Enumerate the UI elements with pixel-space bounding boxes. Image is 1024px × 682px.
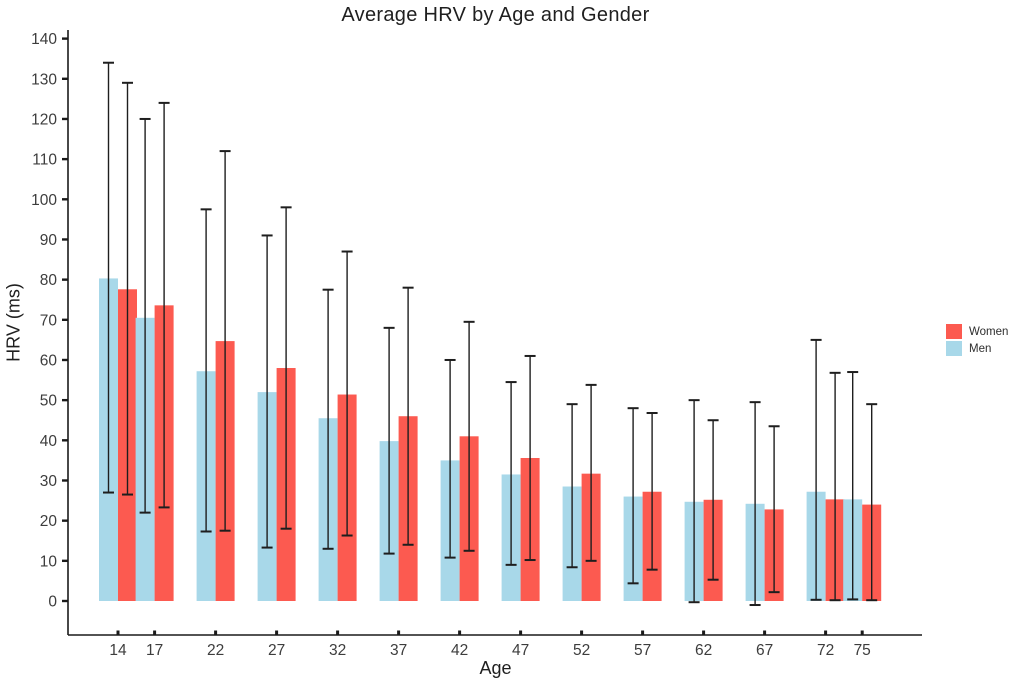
x-tick-label-14: 14: [109, 642, 127, 659]
x-axis-label: Age: [479, 658, 512, 678]
x-tick-label-32: 32: [329, 642, 346, 659]
x-tick-label-52: 52: [573, 642, 590, 659]
y-tick-label-90: 90: [40, 232, 58, 249]
y-tick-label-20: 20: [40, 513, 58, 530]
y-tick-label-10: 10: [40, 553, 58, 570]
legend-label-men: Men: [969, 342, 992, 355]
x-tick-label-62: 62: [695, 642, 712, 659]
y-tick-label-80: 80: [40, 272, 58, 289]
y-tick-label-30: 30: [40, 473, 58, 490]
legend-swatch-women-icon: [946, 324, 962, 339]
y-axis-label: HRV (ms): [3, 283, 24, 362]
legend-item-men: Men: [946, 341, 1008, 356]
x-tick-label-27: 27: [268, 642, 285, 659]
x-tick-label-75: 75: [854, 642, 871, 659]
x-tick-label-57: 57: [634, 642, 651, 659]
x-tick-label-37: 37: [390, 642, 407, 659]
y-tick-label-60: 60: [40, 352, 58, 369]
y-tick-label-110: 110: [32, 152, 57, 169]
y-tick-label-40: 40: [40, 433, 58, 450]
chart-title: Average HRV by Age and Gender: [341, 4, 650, 26]
y-tick-label-0: 0: [48, 594, 57, 611]
legend-item-women: Women: [946, 324, 1008, 339]
y-tick-label-70: 70: [40, 312, 58, 329]
x-tick-label-22: 22: [207, 642, 224, 659]
y-tick-label-140: 140: [31, 31, 57, 48]
y-tick-label-120: 120: [31, 111, 57, 128]
y-tick-label-130: 130: [31, 71, 57, 88]
y-tick-label-50: 50: [40, 393, 58, 410]
x-tick-label-72: 72: [817, 642, 834, 659]
x-tick-label-67: 67: [756, 642, 773, 659]
legend: Women Men: [946, 324, 1008, 356]
legend-label-women: Women: [969, 325, 1009, 338]
y-tick-label-100: 100: [31, 192, 57, 209]
x-tick-label-42: 42: [451, 642, 468, 659]
x-tick-label-17: 17: [146, 642, 163, 659]
legend-swatch-men-icon: [946, 341, 962, 356]
x-tick-label-47: 47: [512, 642, 529, 659]
